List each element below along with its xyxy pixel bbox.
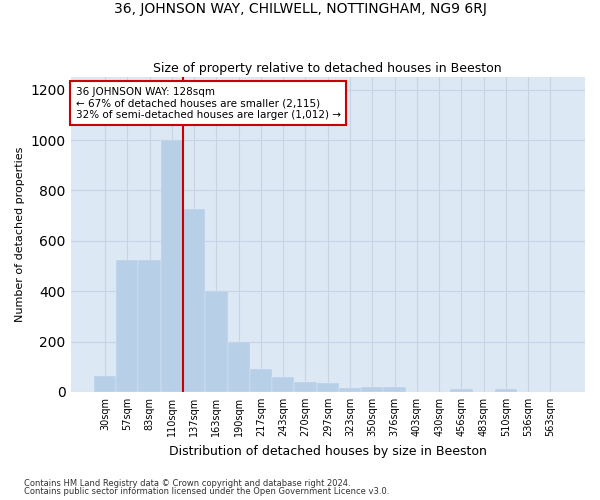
Bar [94, 376, 116, 392]
Text: 36 JOHNSON WAY: 128sqm
← 67% of detached houses are smaller (2,115)
32% of semi-: 36 JOHNSON WAY: 128sqm ← 67% of detached… [76, 86, 341, 120]
Text: Contains HM Land Registry data © Crown copyright and database right 2024.: Contains HM Land Registry data © Crown c… [24, 478, 350, 488]
Title: Size of property relative to detached houses in Beeston: Size of property relative to detached ho… [154, 62, 502, 74]
Bar [361, 387, 383, 392]
Y-axis label: Number of detached properties: Number of detached properties [15, 147, 25, 322]
Bar [227, 342, 250, 392]
Bar [295, 382, 317, 392]
Bar [317, 383, 339, 392]
Bar [383, 387, 406, 392]
Text: 36, JOHNSON WAY, CHILWELL, NOTTINGHAM, NG9 6RJ: 36, JOHNSON WAY, CHILWELL, NOTTINGHAM, N… [113, 2, 487, 16]
Bar [250, 370, 272, 392]
X-axis label: Distribution of detached houses by size in Beeston: Distribution of detached houses by size … [169, 444, 487, 458]
Bar [161, 140, 183, 392]
Bar [205, 291, 227, 392]
Bar [272, 377, 295, 392]
Bar [339, 388, 361, 392]
Bar [495, 390, 517, 392]
Bar [450, 390, 473, 392]
Bar [139, 260, 161, 392]
Bar [183, 210, 205, 392]
Bar [116, 260, 139, 392]
Text: Contains public sector information licensed under the Open Government Licence v3: Contains public sector information licen… [24, 487, 389, 496]
